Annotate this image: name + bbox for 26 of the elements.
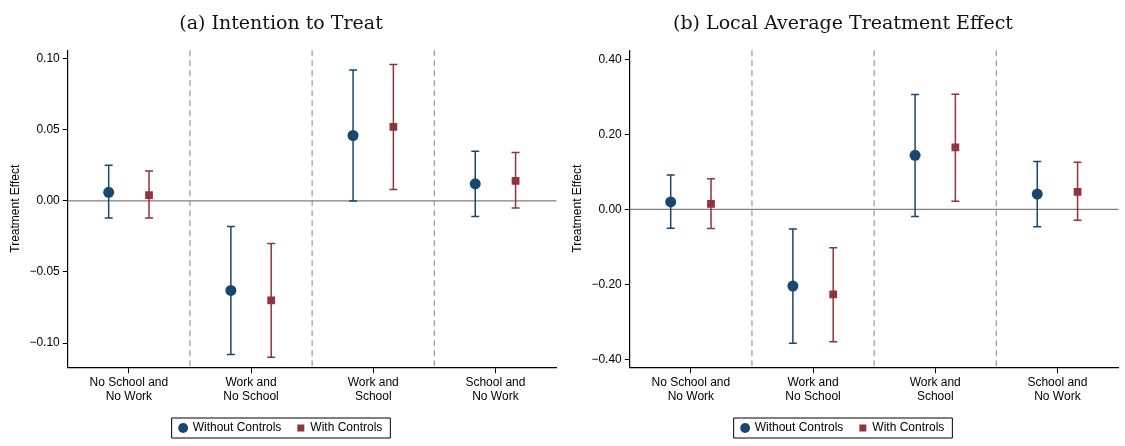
legend-label: Without Controls xyxy=(192,420,282,435)
y-tick-label: 0.05 xyxy=(36,122,61,137)
y-tick-label: 0.20 xyxy=(598,126,623,141)
chart-title: (a) Intention to Treat xyxy=(178,10,384,35)
legend-label: With Controls xyxy=(310,420,383,435)
chart-title: (b) Local Average Treatment Effect xyxy=(672,10,1014,35)
x-tick-label: Work and No School xyxy=(785,374,841,404)
y-tick-label: 0.10 xyxy=(36,51,61,66)
y-axis-title: Treatment Effect xyxy=(7,164,22,253)
x-tick-label: No School and No Work xyxy=(89,374,169,404)
x-tick-label: School and No Work xyxy=(465,374,526,404)
y-tick-label: −0.10 xyxy=(29,335,61,350)
x-tick-label: Work and School xyxy=(909,374,961,404)
y-tick-label: −0.40 xyxy=(591,352,623,366)
x-tick-label: School and No Work xyxy=(1027,374,1088,404)
y-axis-title: Treatment Effect xyxy=(569,164,584,253)
legend-label: With Controls xyxy=(872,420,945,435)
y-tick-label: 0.00 xyxy=(36,193,61,208)
x-tick-label: No School and No Work xyxy=(651,374,731,404)
y-tick-label: −0.20 xyxy=(591,276,623,291)
y-tick-label: −0.05 xyxy=(29,264,61,279)
x-tick-label: Work and No School xyxy=(223,374,279,404)
y-tick-label: 0.00 xyxy=(598,201,623,216)
legend-label: Without Controls xyxy=(754,420,844,435)
x-tick-label: Work and School xyxy=(347,374,399,404)
y-tick-label: 0.40 xyxy=(598,51,623,66)
